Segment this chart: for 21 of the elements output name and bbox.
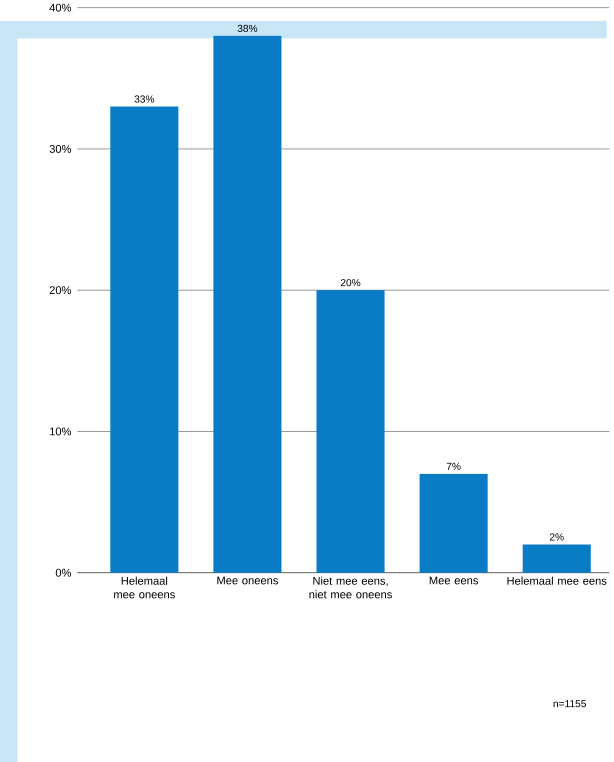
bar	[522, 544, 591, 573]
data-label: 7%	[446, 462, 461, 470]
bar	[110, 106, 178, 573]
data-label: 33%	[134, 95, 154, 103]
bar	[420, 474, 488, 573]
data-label: 2%	[550, 533, 564, 541]
x-tick-label: Mee oneens	[217, 576, 278, 584]
y-tick-label: 40%	[49, 4, 72, 12]
y-tick-label: 0%	[56, 568, 72, 577]
y-tick-label: 30%	[50, 144, 72, 153]
x-tick-label: Mee eens	[430, 576, 478, 584]
x-tick-label: Niet mee eens, niet mee oneens	[309, 576, 392, 598]
x-tick-label: Helemaal mee eens	[508, 576, 606, 585]
data-label: 20%	[340, 279, 360, 286]
text: n=1155	[554, 700, 586, 708]
y-tick-label: 10%	[50, 427, 72, 436]
bar	[316, 290, 385, 573]
y-tick-label: 20%	[50, 286, 72, 294]
bar	[213, 36, 282, 573]
x-tick-label: Helemaal mee oneens	[114, 576, 175, 598]
data-label: 38%	[238, 24, 258, 32]
